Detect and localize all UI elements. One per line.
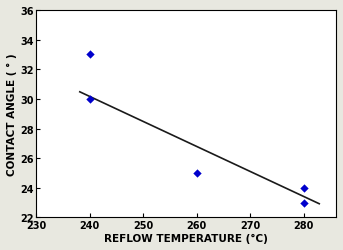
X-axis label: REFLOW TEMPERATURE (°C): REFLOW TEMPERATURE (°C) [104,233,268,243]
Point [301,186,307,190]
Point [87,98,93,102]
Point [87,53,93,57]
Point [194,171,200,175]
Y-axis label: CONTACT ANGLE ( ° ): CONTACT ANGLE ( ° ) [7,53,17,175]
Point [301,201,307,205]
